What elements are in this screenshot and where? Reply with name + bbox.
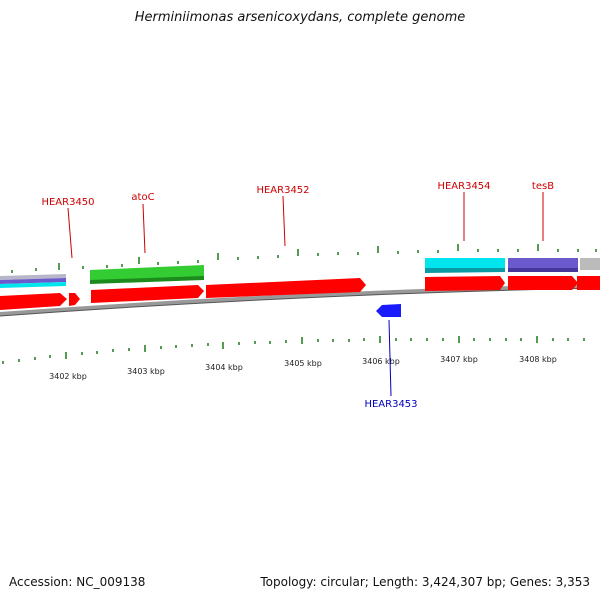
- scale-label: 3405 kbp: [284, 359, 322, 368]
- forward-genes: [0, 276, 600, 310]
- leader-HEAR3450: [67, 207, 73, 259]
- cog-tesB-bar: [508, 258, 578, 270]
- gene-labels: HEAR3450 atoC HEAR3452 HEAR3454 tesB HEA…: [41, 181, 554, 410]
- cog-tesB-bar-shadow: [508, 268, 578, 272]
- leader-HEAR3452: [282, 195, 286, 247]
- cog-band: [0, 258, 600, 288]
- leader-atoC: [142, 203, 146, 254]
- gene-arrow-HEAR3450: [69, 293, 80, 306]
- scale-label: 3402 kbp: [49, 372, 87, 381]
- gene-label-tesB: tesB: [532, 181, 554, 192]
- gene-arrow-HEAR3452: [206, 278, 366, 298]
- label-leaders: [67, 192, 544, 397]
- cog-right-gray-bar: [580, 258, 600, 270]
- gene-label-HEAR3452: HEAR3452: [256, 185, 309, 196]
- scale-label: 3404 kbp: [205, 363, 243, 372]
- accession-text: Accession: NC_009138: [9, 575, 146, 589]
- gene-label-HEAR3453: HEAR3453: [364, 399, 417, 410]
- gene-arrow-tesB: [508, 276, 578, 290]
- gene-arrow-left: [0, 293, 67, 310]
- gene-arrow-HEAR3454: [425, 276, 505, 291]
- gene-arrow-HEAR3453: [376, 304, 401, 317]
- leader-HEAR3453: [388, 319, 392, 397]
- scale-label: 3407 kbp: [440, 355, 478, 364]
- genome-summary-text: Topology: circular; Length: 3,424,307 bp…: [260, 575, 590, 589]
- scale-label: 3408 kbp: [519, 355, 557, 364]
- lower-ticks: [2, 336, 585, 364]
- cog-HEAR3454-bar: [425, 258, 505, 271]
- cog-left-stripe-3: [0, 282, 66, 288]
- scale-label: 3403 kbp: [127, 367, 165, 376]
- gene-label-HEAR3450: HEAR3450: [41, 197, 94, 208]
- scale-labels: 3402 kbp 3403 kbp 3404 kbp 3405 kbp 3406…: [49, 355, 557, 381]
- upper-ticks: [11, 244, 597, 273]
- map-title: Herminiimonas arsenicoxydans, complete g…: [134, 10, 466, 25]
- cog-HEAR3454-bar-shadow: [425, 268, 505, 273]
- gene-label-HEAR3454: HEAR3454: [437, 181, 490, 192]
- gene-arrow-atoC: [91, 285, 204, 303]
- cog-atoC-bar-shadow: [90, 276, 204, 284]
- scale-label: 3406 kbp: [362, 357, 400, 366]
- gene-arrow-right: [577, 276, 600, 290]
- gene-label-atoC: atoC: [131, 192, 154, 203]
